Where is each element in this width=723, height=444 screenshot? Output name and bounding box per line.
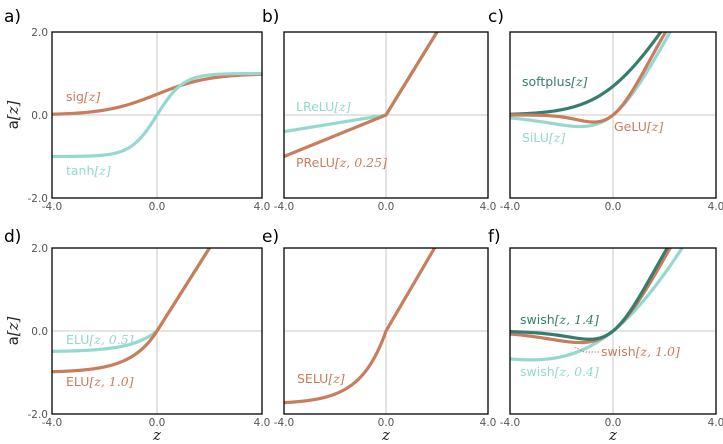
panel-letter: b) <box>262 7 279 27</box>
x-tick-label: 0.0 <box>149 417 166 429</box>
x-tick-label: 0.0 <box>378 417 395 429</box>
series-label: SELU[z] <box>297 371 345 386</box>
series-label: swish[z, 0.4] <box>520 364 599 379</box>
series-line-prelu <box>284 32 439 159</box>
series-label: sig[z] <box>66 89 100 104</box>
y-tick-label: 0.0 <box>31 110 48 122</box>
plot-frame <box>509 247 717 415</box>
x-tick-label: 0.0 <box>149 201 166 213</box>
plot-frame <box>283 247 489 415</box>
x-tick-label: 0.0 <box>605 201 622 213</box>
annotation-leader <box>574 346 599 353</box>
series-label: swish[z, 1.4] <box>520 312 599 327</box>
x-tick-label: -4.0 <box>42 417 63 429</box>
x-tick-label: 4.0 <box>254 417 271 429</box>
series-line-elu <box>52 248 212 374</box>
chart-panel-d: d) -4.0 0.0 4.0 2.0 0.0 -2.0 a[z] z ELU[z, 0.5] EL… <box>4 227 271 444</box>
x-axis-label: z <box>381 426 390 444</box>
x-axis-label: z <box>608 426 617 444</box>
y-tick-label: -2.0 <box>28 409 49 421</box>
series-label: ELU[z, 1.0] <box>66 374 134 389</box>
series-label: softplus[z] <box>522 74 588 89</box>
series-line-softplus <box>510 32 663 116</box>
x-tick-label: 4.0 <box>480 201 497 213</box>
series-line-selu <box>284 248 437 405</box>
series-label: swish[z, 1.0] <box>601 344 680 359</box>
y-tick-label: 2.0 <box>31 27 48 39</box>
y-tick-label: 0.0 <box>31 326 48 338</box>
series-label: PReLU[z, 0.25] <box>296 155 387 170</box>
panel-letter: a) <box>4 7 21 27</box>
panel-letter: f) <box>488 227 501 247</box>
x-tick-label: -4.0 <box>274 417 295 429</box>
plot-frame <box>283 31 489 199</box>
chart-panel-c: c) -4.0 0.0 4.0 softplus[z] SiLU[z] GeLU[z] <box>488 7 723 213</box>
series-line-swish <box>510 248 670 341</box>
plot-frame <box>509 31 717 199</box>
y-axis-label: a[z] <box>4 316 22 345</box>
series-line-gelu <box>510 32 668 124</box>
series-line-sig <box>52 72 262 116</box>
x-tick-label: -4.0 <box>500 201 521 213</box>
panel-letter: d) <box>4 227 21 247</box>
series-label: GeLU[z] <box>614 119 663 134</box>
x-tick-label: 4.0 <box>708 201 723 213</box>
y-tick-label: -2.0 <box>28 193 49 205</box>
x-tick-label: -4.0 <box>42 201 63 213</box>
chart-panel-e: e) -4.0 0.0 4.0 z SELU[z] <box>262 227 497 444</box>
x-axis-label: z <box>152 426 161 444</box>
series-label: LReLU[z] <box>296 99 351 114</box>
x-tick-label: 4.0 <box>254 201 271 213</box>
y-axis-label: a[z] <box>4 100 22 129</box>
y-tick-label: 2.0 <box>31 243 48 255</box>
x-tick-label: 0.0 <box>378 201 395 213</box>
series-label: SiLU[z] <box>522 130 565 145</box>
panel-letter: e) <box>262 227 279 247</box>
x-tick-label: 0.0 <box>605 417 622 429</box>
plot-frame <box>51 247 263 415</box>
panel-letter: c) <box>488 7 504 27</box>
series-label: tanh[z] <box>66 163 111 178</box>
x-tick-label: -4.0 <box>500 417 521 429</box>
x-tick-label: 4.0 <box>480 417 497 429</box>
x-tick-label: -4.0 <box>274 201 295 213</box>
plot-frame <box>51 31 263 199</box>
chart-panel-f: f) -4.0 0.0 4.0 z swish[z, 1.4] swish[z, 0.4]s… <box>488 227 723 444</box>
chart-panel-b: b) -4.0 0.0 4.0 LReLU[z] PReLU[z, 0.25] <box>262 7 497 213</box>
series-line-tanh <box>52 71 262 159</box>
x-tick-label: 4.0 <box>708 417 723 429</box>
chart-panel-a: a) -4.0 0.0 4.0 2.0 0.0 -2.0 a[z] sig[z] tanh[z] <box>4 7 270 213</box>
series-label: ELU[z, 0.5] <box>66 332 134 347</box>
